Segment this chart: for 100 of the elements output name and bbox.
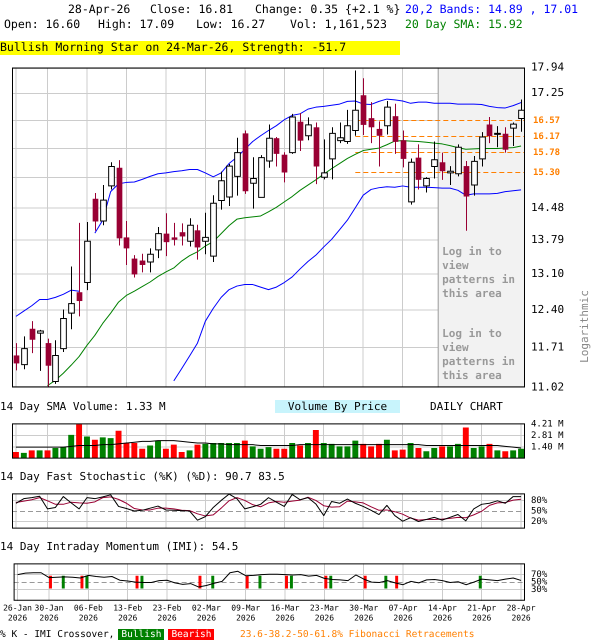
x-tick-label: 09-Mar 2026 (231, 604, 260, 622)
candlestick (440, 152, 446, 180)
text: 20 Day SMA: 15.92 (405, 17, 523, 31)
chart-title: Bullish Morning Star on 24-Mar-26, Strength: -51.7 (0, 40, 400, 55)
candlestick (132, 254, 138, 278)
bar (266, 447, 272, 459)
candlestick (140, 253, 146, 273)
candlestick (164, 212, 170, 257)
bar (400, 450, 406, 459)
text: 28-Apr-26 (68, 2, 130, 16)
y-axis-title: Logarithmic (578, 290, 591, 363)
ref-line-label: 15.30 (533, 168, 560, 178)
candlestick (92, 192, 98, 232)
x-tick-label: 23-Mar 2026 (310, 604, 340, 622)
chart-title: 14 Day Intraday Momentum (IMI): 54.5 (0, 540, 238, 553)
x-tick-label: 30-Jan 2026 (34, 604, 64, 622)
text: Volume By Price (275, 400, 400, 413)
text: Log in to view patterns in this area (442, 326, 516, 382)
legend-title: % K - IMI Crossover, (0, 629, 114, 640)
candlestick (376, 120, 382, 168)
bar (155, 440, 161, 459)
candlestick (274, 136, 280, 168)
x-tick-label: 16-Mar 2026 (270, 604, 300, 622)
y-tick-label: 14.48 (531, 201, 564, 214)
y-tick-label: 20% (531, 516, 548, 527)
bar (194, 444, 200, 459)
bar (202, 444, 208, 459)
y-tick-label: 50% (531, 506, 548, 516)
y-tick-label: 11.02 (531, 380, 564, 394)
y-tick-label: 30% (531, 584, 548, 595)
x-tick-label: 14-Apr 2026 (428, 604, 458, 622)
x-tick-label: 23-Feb 2026 (152, 604, 182, 622)
ref-line-label: 16.57 (533, 116, 560, 126)
bar (84, 436, 90, 459)
candlestick (30, 320, 36, 354)
candlestick (76, 222, 82, 317)
ref-line-label: 15.78 (533, 148, 560, 158)
chart-title: 14 Day Fast Stochastic (%K) (%D): 90.7 83.5 (0, 470, 285, 483)
band-label: Log in to view patterns in this area (442, 245, 516, 300)
bar (312, 430, 319, 459)
text: Close: 16.81 (150, 2, 234, 16)
text: Bearish (168, 629, 214, 640)
x-tick-label: 21-Apr 2026 (467, 604, 496, 622)
bar (478, 446, 485, 459)
x-tick-label: 02-Mar 2026 (192, 604, 221, 622)
candlestick (46, 338, 52, 388)
y-tick-label: 2.81 M (531, 430, 564, 441)
bar (336, 446, 342, 459)
y-tick-label: 11.71 (531, 340, 564, 354)
candlestick (298, 112, 304, 152)
x-tick-label: 26-Jan 2026 (3, 604, 32, 622)
y-tick-label: 17.94 (531, 60, 564, 74)
candlestick (180, 222, 186, 246)
bar (447, 446, 453, 459)
y-tick-label: 12.40 (531, 302, 564, 316)
text: 20,2 Bands: 14.89 , 17.01 (405, 2, 578, 16)
x-tick-label: 07-Apr 2026 (388, 604, 418, 622)
y-tick-label: 80% (531, 496, 548, 506)
candlestick (416, 144, 422, 190)
bar (52, 448, 58, 459)
bar (297, 446, 304, 459)
bar (470, 448, 477, 459)
bar (352, 440, 358, 459)
y-tick-label: 4.21 M (531, 419, 564, 430)
x-tick-label: 28-Apr 2026 (506, 604, 536, 622)
ref-line-label: 16.17 (533, 132, 560, 142)
bar (123, 443, 130, 459)
bar (344, 446, 350, 459)
text: 23.6-38.2-50-61.8% Fibonacci Retracements (240, 628, 474, 640)
y-tick-label: 17.25 (531, 86, 564, 100)
y-tick-label: 1.40 M (531, 442, 564, 452)
bar (76, 424, 82, 459)
bar (147, 446, 154, 459)
text: Open: 16.60 (4, 17, 80, 31)
candlestick (486, 116, 492, 144)
candlestick (368, 102, 374, 144)
bar (131, 443, 138, 459)
bar (242, 440, 248, 459)
candlestick (400, 130, 406, 168)
candlestick (502, 126, 508, 154)
y-tick-label: 13.10 (531, 266, 564, 280)
text: Change: 0.35 {+2.1 %} (255, 2, 400, 16)
text: Bullish (118, 629, 164, 640)
candlestick (14, 342, 20, 371)
bar (439, 446, 446, 459)
candlestick (172, 222, 178, 246)
bar (116, 430, 122, 459)
bar (415, 448, 422, 459)
candlestick (282, 152, 288, 183)
chart-title: 14 Day SMA Volume: 1.33 M (0, 400, 166, 413)
text: High: 17.09 (98, 17, 174, 31)
y-tick-label: 13.79 (531, 233, 564, 246)
candlestick (194, 224, 200, 260)
bar (423, 451, 430, 459)
bar (108, 438, 114, 459)
x-tick-label: 06-Feb 2026 (74, 604, 103, 622)
bar (368, 446, 374, 459)
text: Vol: 1,161,523 (290, 17, 387, 31)
x-tick-label: 30-Mar 2026 (349, 604, 378, 622)
text: DAILY CHART (430, 400, 503, 413)
